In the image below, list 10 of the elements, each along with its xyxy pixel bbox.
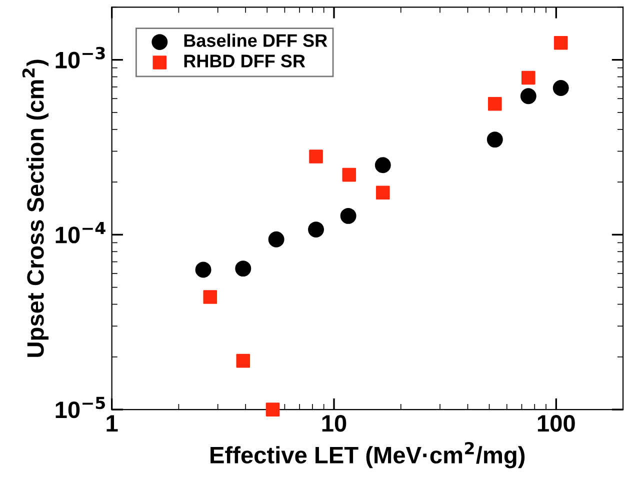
legend-label: RHBD DFF SR [184, 54, 306, 68]
x-tick-label: 1 [106, 415, 118, 432]
y-tick-label: 10$^{−3}$ [56, 46, 105, 68]
x-tick-label: 100 [538, 415, 575, 432]
x-axis-title: Effective LET (MeV·cm$^{2}$/mg) [210, 442, 525, 468]
x-tick-label: 10 [322, 415, 346, 432]
y-tick-label: 10$^{−5}$ [56, 396, 105, 418]
y-tick-label: 10$^{−4}$ [56, 222, 106, 244]
y-axis-title: Upset Cross Section (cm$^{2}$) [22, 60, 49, 357]
legend-label: Baseline DFF SR [184, 34, 328, 47]
